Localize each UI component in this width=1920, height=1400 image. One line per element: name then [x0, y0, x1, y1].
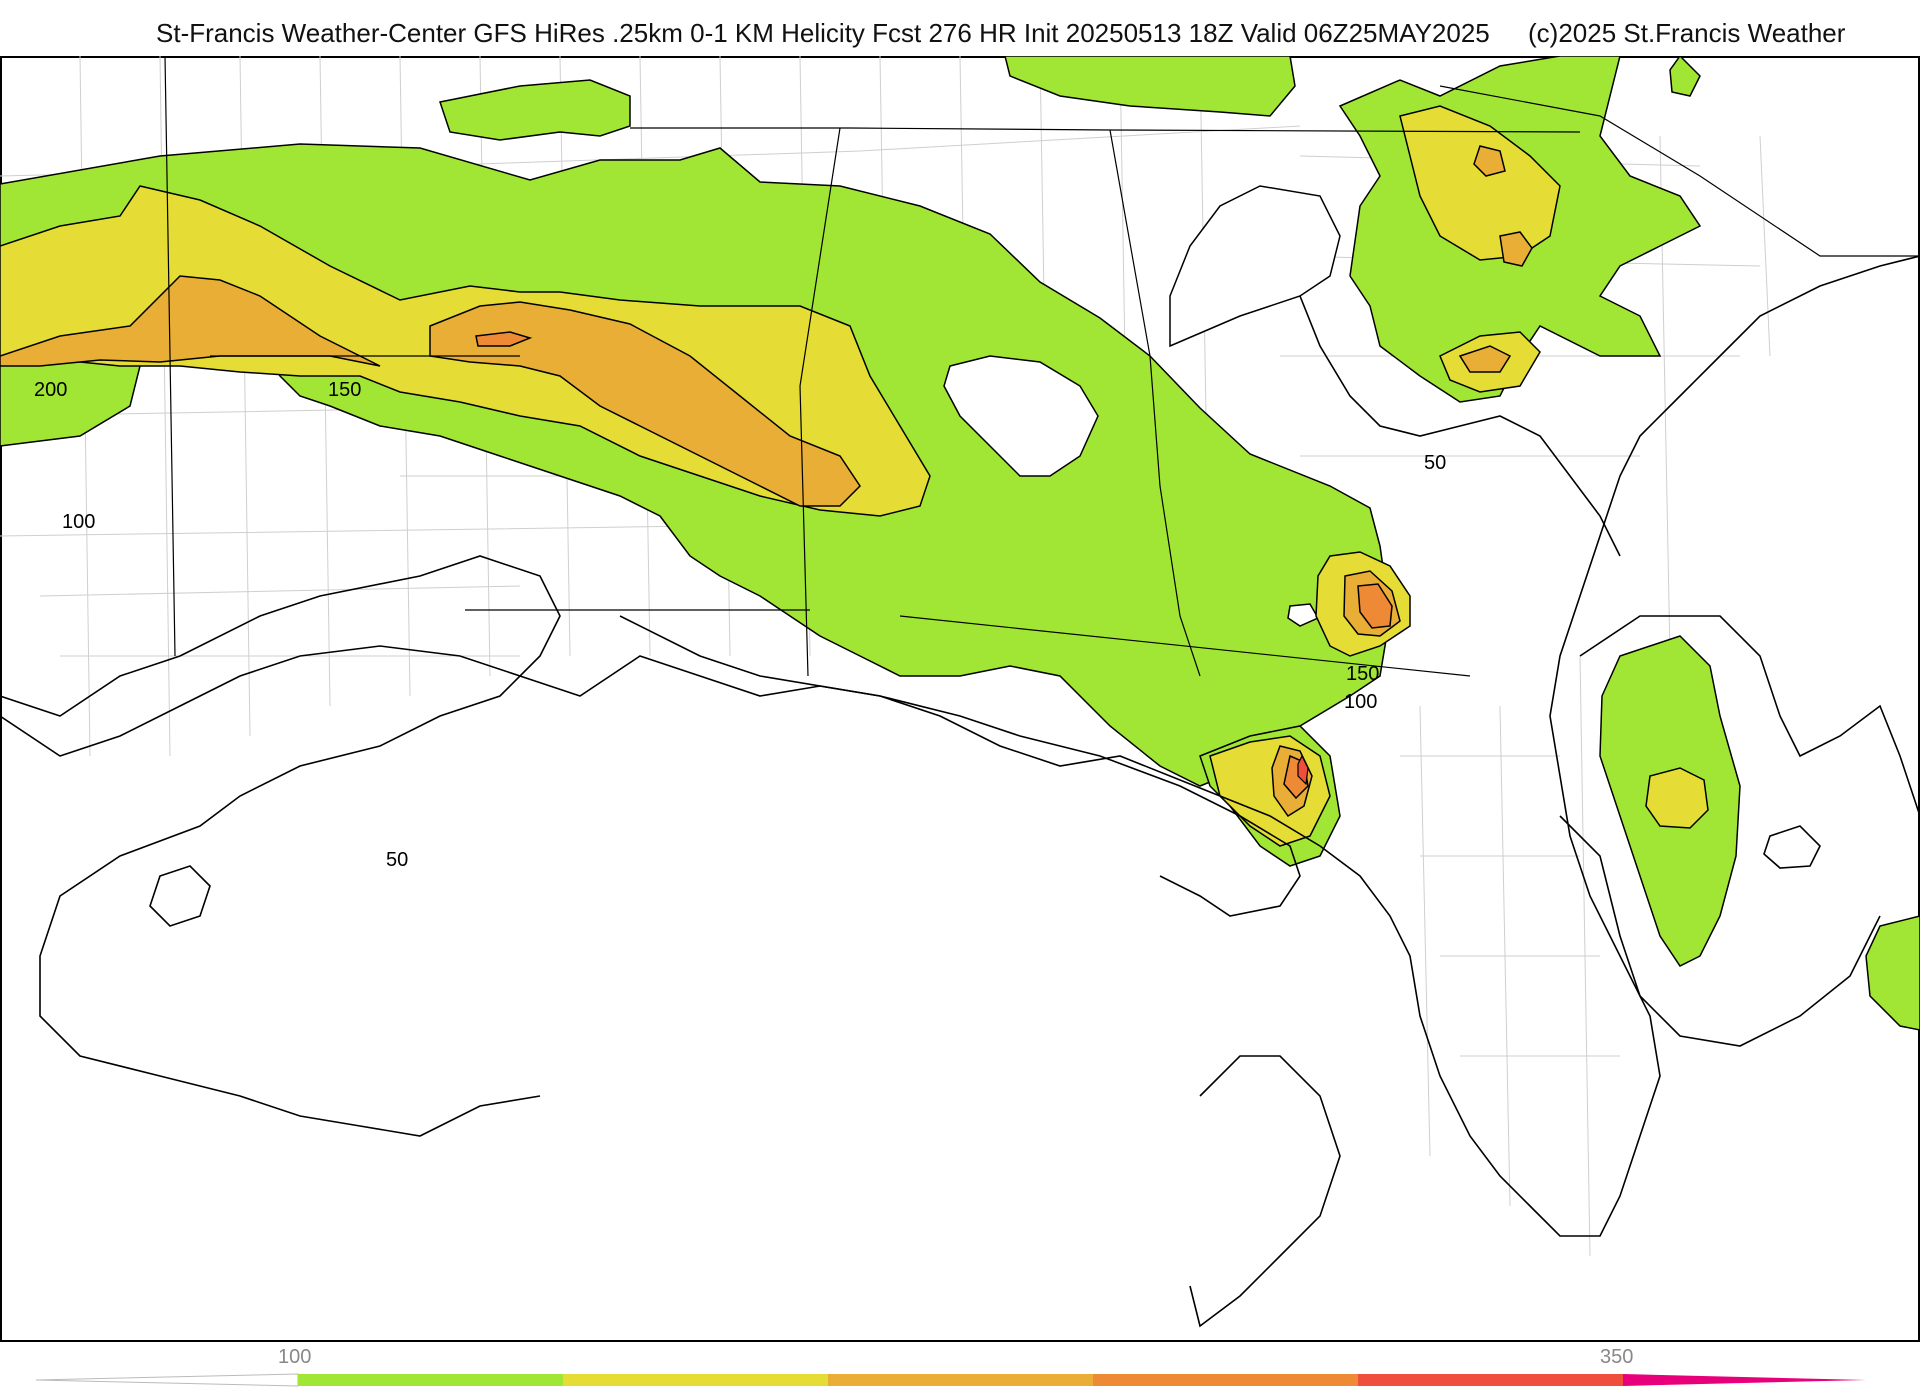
contour-50-west	[0, 555, 561, 1137]
georgia-250	[1357, 583, 1393, 629]
arkansas-blob-100	[439, 79, 631, 141]
contour-label: 150	[328, 379, 361, 401]
alabama-hole	[943, 355, 1099, 477]
colorbar-segment	[298, 1374, 563, 1386]
contour-label: 50	[1424, 452, 1446, 474]
copyright-text: (c)2025 St.Francis Weather	[1528, 18, 1846, 48]
contour-label: 50	[386, 849, 408, 871]
helicity-300-fill	[1297, 754, 1309, 786]
ne-corner-100	[1669, 56, 1701, 97]
georgia-hole	[1169, 185, 1341, 348]
colorbar-tick-label: 350	[1600, 1346, 1634, 1368]
colorbar-left-taper	[35, 1373, 299, 1387]
contour-label: 150	[1346, 663, 1379, 685]
contour-50-east-ring	[1763, 825, 1821, 869]
carolinas-150	[1399, 105, 1561, 261]
coastline	[0, 255, 1920, 1237]
west-band-200	[0, 275, 381, 367]
colorbar-segment	[563, 1374, 828, 1386]
contour-50-small-ring	[149, 865, 211, 927]
panhandle-300	[1297, 754, 1309, 786]
contour-50-gulf	[619, 615, 1301, 917]
nc-200	[1473, 145, 1506, 177]
nc-200-b	[1499, 231, 1533, 267]
helicity-map: 200 150 100 50 50 150 100	[0, 56, 1920, 1342]
small-hole-1	[1287, 603, 1320, 627]
helicity-holes	[943, 185, 1341, 627]
map-header: St-Francis Weather-Center GFS HiRes .25k…	[0, 14, 1920, 54]
contour-50-florida	[1189, 1055, 1341, 1328]
contour-50-east	[1559, 815, 1881, 1047]
contour-50-carolinas	[1299, 295, 1621, 557]
colorbar-right-taper	[1623, 1374, 1866, 1386]
colorbar-tick-label: 100	[278, 1346, 312, 1368]
map-title: St-Francis Weather-Center GFS HiRes .25k…	[156, 18, 1490, 48]
state-boundaries	[164, 56, 1920, 677]
contour-50-atlantic	[1579, 615, 1920, 817]
helicity-50-contours	[0, 295, 1920, 1328]
colorbar-segment	[1358, 1374, 1623, 1386]
colorbar	[35, 1373, 1866, 1387]
contour-label: 200	[34, 379, 67, 401]
sc-200	[1458, 345, 1512, 373]
north-tn-band-100	[1004, 56, 1296, 117]
atlantic-150	[1645, 767, 1709, 829]
contour-labels: 200 150 100 50 50 150 100	[34, 379, 1446, 871]
central-band-200	[429, 301, 861, 507]
contour-label: 100	[62, 511, 95, 533]
arkansas-250	[475, 331, 533, 347]
colorbar-segment	[1093, 1374, 1358, 1386]
colorbar-segment	[828, 1374, 1093, 1386]
east-edge-100	[1865, 915, 1920, 1031]
contour-label: 100	[1344, 691, 1377, 713]
